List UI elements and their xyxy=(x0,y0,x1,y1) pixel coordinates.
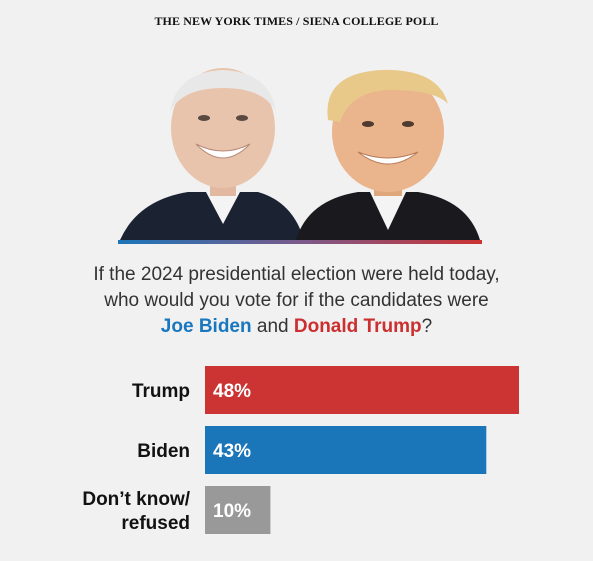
candidate-portraits xyxy=(118,60,482,244)
bar-2 xyxy=(205,426,487,474)
color-divider xyxy=(118,240,482,244)
bar-value-label-1: 48% xyxy=(213,381,251,402)
question-line-2: who would you vote for if the candidates… xyxy=(104,290,489,311)
source-header: THE NEW YORK TIMES / SIENA COLLEGE POLL xyxy=(154,14,439,28)
category-label-1: Trump xyxy=(132,381,190,402)
candidate-trump-label: Donald Trump xyxy=(293,316,422,337)
question-connector: and xyxy=(256,316,289,337)
bar-value-label-2: 43% xyxy=(213,441,251,462)
question-mark: ? xyxy=(421,316,433,337)
bar-value-label-3: 10% xyxy=(213,501,251,522)
question-line-3: Joe Biden and Donald Trump? xyxy=(0,314,593,340)
bar-3 xyxy=(205,486,271,534)
trump-portrait xyxy=(296,69,480,240)
bar-1 xyxy=(205,366,519,414)
poll-question: If the 2024 presidential election were h… xyxy=(0,262,593,340)
biden-portrait xyxy=(120,68,304,240)
category-label-2: Biden xyxy=(137,441,190,462)
category-label-3: Don’t know/refused xyxy=(82,489,190,534)
candidate-biden-label: Joe Biden xyxy=(160,316,252,337)
question-line-1: If the 2024 presidential election were h… xyxy=(93,264,500,285)
